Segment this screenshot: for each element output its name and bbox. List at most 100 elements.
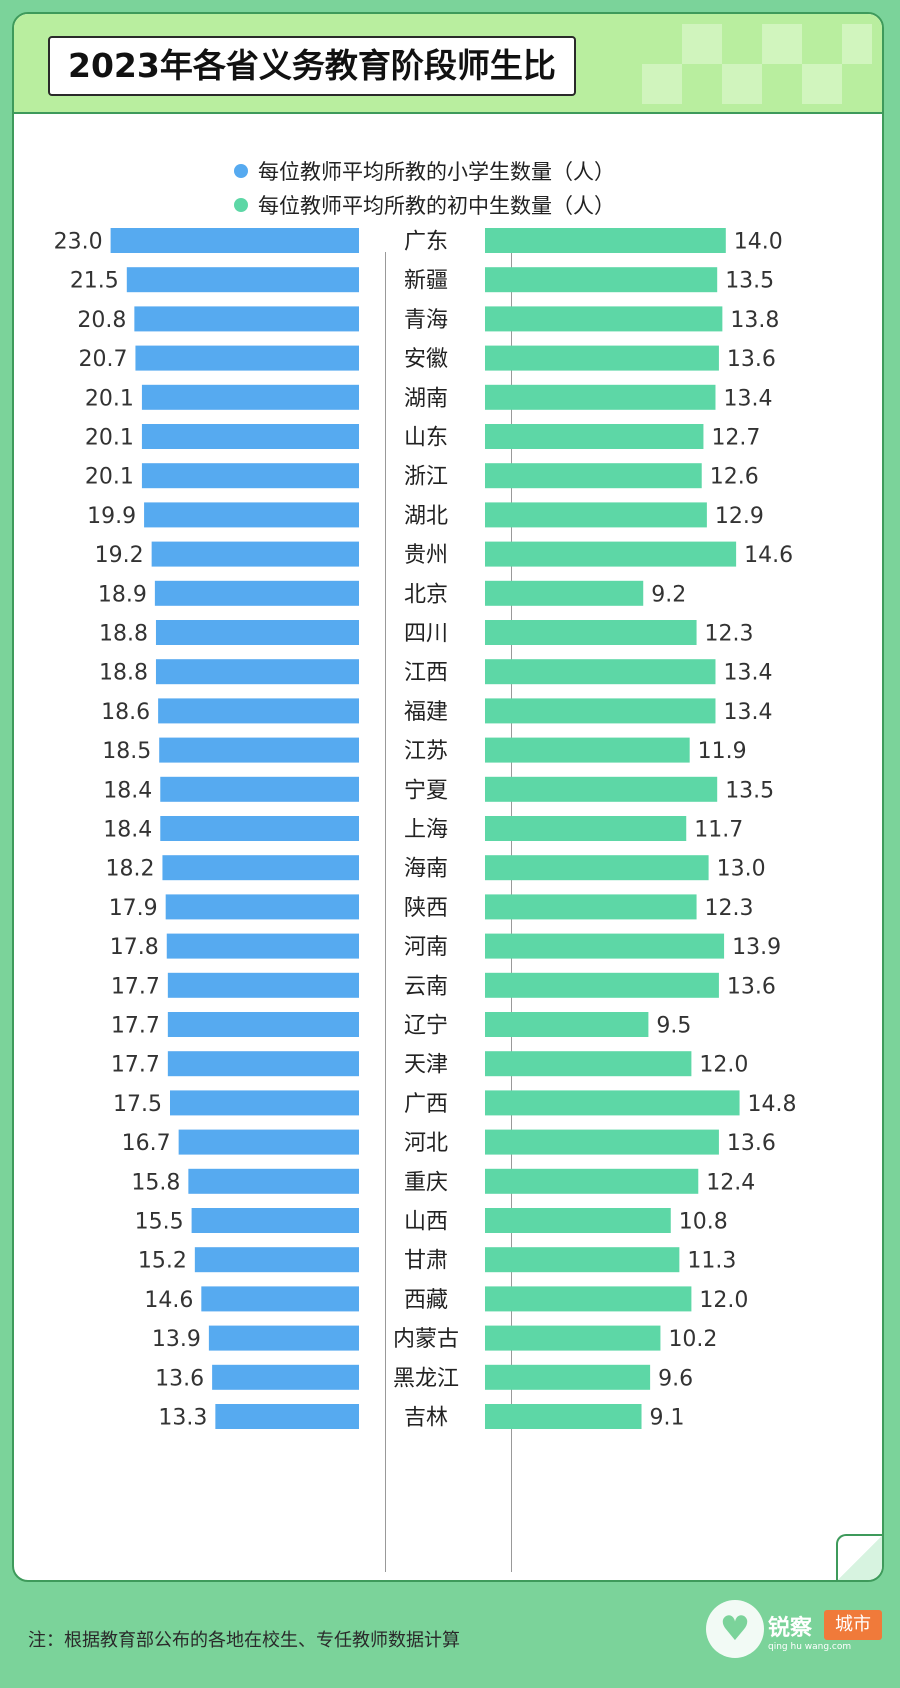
middle-bar: [485, 384, 716, 410]
middle-bar: [485, 502, 707, 528]
middle-value-label: 13.5: [725, 778, 774, 803]
page-fold-decoration: [836, 1534, 882, 1580]
primary-value-label: 21.5: [70, 269, 119, 294]
primary-value-label: 20.1: [85, 386, 134, 411]
primary-value-label: 17.7: [111, 1053, 160, 1078]
middle-bar: [485, 894, 697, 920]
middle-bar: [485, 345, 719, 371]
middle-value-label: 12.6: [710, 465, 759, 490]
primary-value-label: 17.5: [113, 1092, 162, 1117]
primary-bar: [160, 816, 359, 841]
primary-bar: [160, 776, 359, 802]
primary-bar: [201, 1286, 359, 1312]
middle-value-label: 14.6: [744, 543, 793, 568]
primary-value-label: 15.2: [138, 1249, 187, 1274]
province-label: 河北: [404, 1131, 448, 1156]
middle-bar: [485, 306, 723, 332]
middle-value-label: 13.8: [730, 308, 779, 333]
middle-value-label: 13.4: [723, 386, 772, 411]
middle-bar: [485, 620, 697, 645]
primary-value-label: 18.5: [102, 739, 151, 764]
left-axis-line: [385, 252, 386, 1572]
primary-value-label: 15.5: [135, 1210, 184, 1235]
province-label: 内蒙古: [393, 1327, 459, 1352]
primary-bar: [154, 580, 359, 606]
province-label: 浙江: [404, 465, 448, 490]
middle-value-label: 13.4: [723, 700, 772, 725]
primary-bar: [144, 502, 359, 528]
primary-value-label: 18.8: [99, 661, 148, 686]
logo-badge: 城市: [824, 1610, 882, 1640]
primary-bar: [178, 1129, 359, 1155]
legend-label-primary: 每位教师平均所教的小学生数量（人）: [258, 160, 615, 184]
middle-bar: [485, 1247, 680, 1273]
primary-bar: [141, 463, 359, 489]
middle-bar: [485, 659, 716, 685]
province-label: 四川: [404, 622, 448, 647]
province-label: 山西: [404, 1210, 448, 1235]
province-label: 西藏: [404, 1288, 448, 1313]
primary-bar: [134, 306, 359, 332]
middle-value-label: 11.9: [698, 739, 747, 764]
legend-item-middle: 每位教师平均所教的初中生数量（人）: [234, 188, 615, 222]
primary-bar: [126, 267, 359, 293]
middle-value-label: 13.6: [727, 974, 776, 999]
primary-bar: [110, 228, 359, 253]
middle-value-label: 12.3: [705, 896, 754, 921]
province-label: 河南: [404, 935, 448, 960]
province-label: 湖南: [404, 386, 448, 411]
primary-value-label: 13.9: [152, 1327, 201, 1352]
logo-text: 锐察: [768, 1615, 813, 1641]
middle-bar: [485, 1404, 642, 1429]
province-label: 江苏: [404, 739, 448, 764]
primary-value-label: 14.6: [144, 1288, 193, 1313]
middle-value-label: 12.7: [711, 426, 760, 451]
middle-value-label: 9.1: [650, 1406, 685, 1431]
primary-bar: [165, 894, 359, 920]
primary-bar: [135, 345, 359, 371]
primary-value-label: 20.8: [77, 308, 126, 333]
middle-bar: [485, 1051, 692, 1077]
middle-value-label: 10.2: [668, 1327, 717, 1352]
primary-bar: [159, 737, 359, 763]
middle-bar: [485, 972, 719, 998]
legend-label-middle: 每位教师平均所教的初中生数量（人）: [258, 194, 615, 218]
logo-subtext: qing hu wang.com: [768, 1642, 852, 1652]
middle-value-label: 12.0: [699, 1053, 748, 1078]
middle-value-label: 13.4: [723, 661, 772, 686]
primary-bar: [141, 384, 359, 410]
primary-value-label: 18.8: [99, 622, 148, 647]
middle-bar: [485, 698, 716, 724]
bar-chart: 23.0 广东 14.0 21.5 新疆 13.5 20.8 青海 13.8 20.7 安徽 13.6…: [54, 228, 797, 1431]
province-label: 宁夏: [404, 778, 448, 803]
middle-value-label: 12.4: [706, 1170, 755, 1195]
middle-bar: [485, 776, 718, 802]
middle-bar: [485, 816, 687, 841]
province-label: 天津: [404, 1053, 448, 1078]
primary-value-label: 23.0: [54, 230, 103, 255]
middle-bar: [485, 424, 704, 449]
legend-dot-primary: [234, 164, 248, 178]
middle-value-label: 12.3: [705, 622, 754, 647]
middle-value-label: 10.8: [679, 1210, 728, 1235]
province-label: 广东: [404, 230, 448, 255]
province-label: 北京: [404, 582, 448, 607]
primary-bar: [141, 424, 359, 449]
province-label: 辽宁: [404, 1014, 448, 1039]
primary-bar: [155, 620, 359, 645]
primary-bar: [167, 1012, 359, 1037]
primary-bar: [170, 1090, 359, 1116]
middle-value-label: 14.0: [734, 230, 783, 255]
middle-bar: [485, 1090, 740, 1116]
legend: 每位教师平均所教的小学生数量（人） 每位教师平均所教的初中生数量（人）: [234, 154, 615, 222]
middle-value-label: 9.2: [651, 582, 686, 607]
primary-value-label: 20.1: [85, 465, 134, 490]
province-label: 安徽: [404, 347, 448, 372]
primary-bar: [167, 1051, 359, 1077]
primary-value-label: 19.2: [95, 543, 144, 568]
province-label: 上海: [404, 818, 448, 843]
middle-value-label: 13.6: [727, 1131, 776, 1156]
middle-value-label: 11.7: [694, 818, 743, 843]
primary-bar: [212, 1364, 359, 1390]
chart-card: 2023年各省义务教育阶段师生比 每位教师平均所教的小学生数量（人） 每位教师平…: [12, 12, 884, 1582]
